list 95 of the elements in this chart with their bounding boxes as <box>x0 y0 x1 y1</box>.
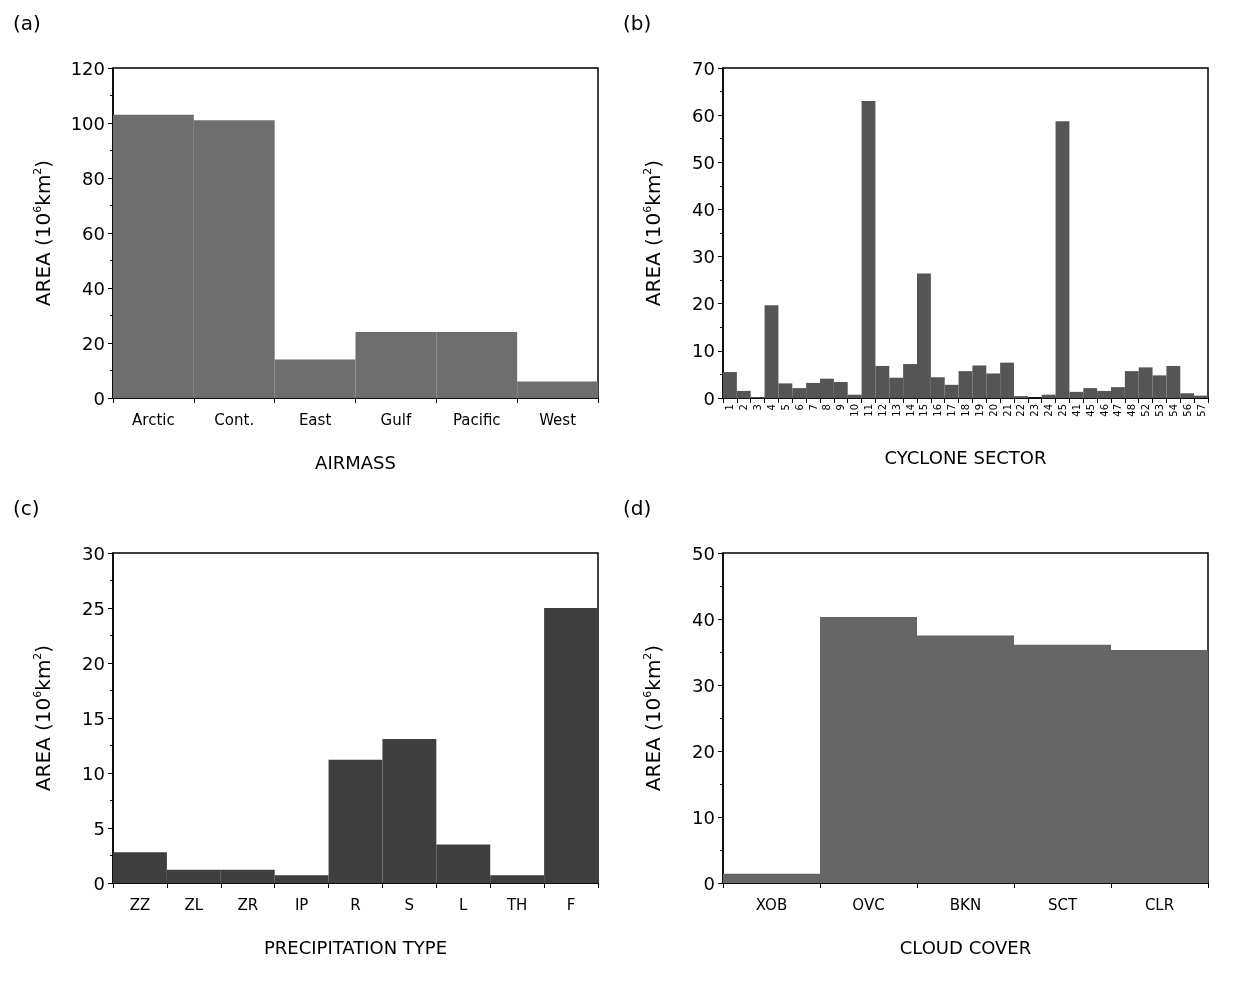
x-tick-label: 25 <box>1057 404 1068 417</box>
x-tick-label: 54 <box>1167 404 1179 417</box>
x-axis-title: PRECIPITATION TYPE <box>263 936 448 958</box>
y-tick-label: 25 <box>82 597 105 619</box>
y-tick-label: 50 <box>692 542 715 564</box>
x-tick-label: S <box>404 895 415 914</box>
x-tick-label: 13 <box>890 404 902 417</box>
y-tick-label: 100 <box>70 112 105 134</box>
x-tick-label: Gulf <box>380 410 412 429</box>
x-tick-label: ZL <box>184 895 204 914</box>
y-tick-label: 5 <box>93 817 105 839</box>
x-axis-title: AIRMASS <box>315 451 396 473</box>
x-tick-label: ZZ <box>129 895 151 914</box>
y-tick-label: 10 <box>82 762 105 784</box>
chart-title: (a) <box>13 11 41 35</box>
x-tick-label: 20 <box>987 404 999 417</box>
y-tick-label: 30 <box>692 674 715 696</box>
x-tick-label: 15 <box>918 404 930 417</box>
x-tick-label: CLR <box>1144 895 1175 914</box>
x-tick-label: 21 <box>1001 404 1013 417</box>
y-axis-title: AREA (106km2) <box>30 644 55 792</box>
x-tick-label: 6 <box>793 404 805 411</box>
x-tick-label: West <box>539 410 577 429</box>
x-tick-label: 48 <box>1126 404 1138 417</box>
chart-title: (d) <box>623 496 652 520</box>
x-axis-title: CYCLONE SECTOR <box>884 446 1047 468</box>
x-tick-label: F <box>566 895 576 914</box>
y-tick-label: 60 <box>82 222 105 244</box>
y-tick-label: 10 <box>692 340 715 362</box>
x-tick-label: 7 <box>807 404 819 411</box>
x-tick-label: 11 <box>863 404 874 417</box>
y-tick-label: 40 <box>692 198 715 220</box>
x-tick-label: SCT <box>1047 895 1078 914</box>
x-tick-label: 8 <box>821 404 833 411</box>
y-tick-label: 0 <box>93 387 105 409</box>
x-tick-label: 41 <box>1070 404 1082 417</box>
y-tick-label: 20 <box>692 740 715 762</box>
x-tick-label: R <box>350 895 361 914</box>
x-tick-label: 19 <box>973 404 985 417</box>
y-axis-title: AREA (106km2) <box>30 159 55 307</box>
y-axis-title: AREA (106km2) <box>640 644 665 792</box>
x-tick-label: 47 <box>1112 404 1124 417</box>
x-tick-label: IP <box>294 895 309 914</box>
y-tick-label: 0 <box>703 387 715 409</box>
y-tick-label: 20 <box>692 293 715 315</box>
x-tick-label: 14 <box>904 404 916 417</box>
x-tick-label: 22 <box>1015 404 1027 417</box>
chart-title: (c) <box>13 496 40 520</box>
x-tick-label: 17 <box>946 404 958 417</box>
y-tick-label: 20 <box>82 332 105 354</box>
y-tick-label: 0 <box>93 872 105 894</box>
x-tick-label: 23 <box>1029 404 1041 417</box>
x-tick-label: 18 <box>960 404 971 417</box>
y-tick-label: 30 <box>82 542 105 564</box>
y-tick-label: 120 <box>70 57 105 79</box>
x-tick-label: 1 <box>724 404 736 411</box>
y-tick-label: 0 <box>703 872 715 894</box>
x-tick-label: Cont. <box>214 410 255 429</box>
x-tick-label: XOB <box>755 895 788 914</box>
x-tick-label: 16 <box>932 404 944 417</box>
x-tick-label: OVC <box>852 895 885 914</box>
x-tick-label: TH <box>505 895 528 914</box>
x-tick-label: L <box>459 895 469 914</box>
y-tick-label: 50 <box>692 151 715 173</box>
x-tick-label: 24 <box>1043 404 1055 417</box>
x-tick-label: 52 <box>1140 404 1152 417</box>
x-tick-label: 56 <box>1181 404 1193 417</box>
y-tick-label: 10 <box>692 806 715 828</box>
x-tick-label: East <box>298 410 332 429</box>
x-tick-label: 12 <box>876 404 888 417</box>
x-tick-label: 4 <box>766 404 777 411</box>
x-tick-label: 45 <box>1084 404 1096 417</box>
y-axis-title: AREA (106km2) <box>640 159 665 307</box>
y-tick-label: 70 <box>692 57 715 79</box>
y-tick-label: 40 <box>692 608 715 630</box>
y-tick-label: 60 <box>692 104 715 126</box>
x-tick-label: 53 <box>1154 404 1165 417</box>
x-tick-label: 9 <box>835 404 847 411</box>
x-axis-title: CLOUD COVER <box>899 936 1032 958</box>
x-tick-label: 5 <box>779 404 791 411</box>
x-tick-label: 46 <box>1098 404 1110 417</box>
x-tick-label: 2 <box>738 404 750 411</box>
y-tick-label: 40 <box>82 277 105 299</box>
x-tick-label: Arctic <box>132 410 175 429</box>
y-tick-label: 80 <box>82 167 105 189</box>
chart-title: (b) <box>623 11 652 35</box>
x-tick-label: Pacific <box>452 410 501 429</box>
y-tick-label: 20 <box>82 652 105 674</box>
x-tick-label: 10 <box>849 404 861 417</box>
y-tick-label: 15 <box>82 707 105 729</box>
x-tick-label: 3 <box>752 404 764 411</box>
x-tick-label: 57 <box>1195 404 1207 417</box>
x-tick-label: BKN <box>949 895 982 914</box>
x-tick-label: ZR <box>237 895 259 914</box>
y-tick-label: 30 <box>692 246 715 268</box>
